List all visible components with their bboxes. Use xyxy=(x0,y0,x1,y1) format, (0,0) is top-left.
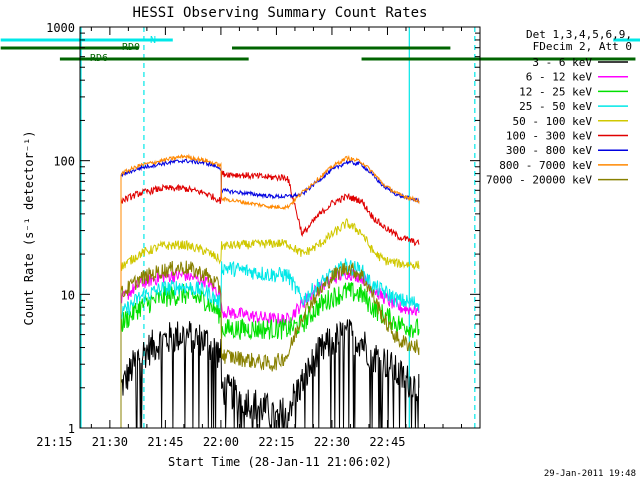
series-line-8 xyxy=(120,260,420,428)
x-tick-label: 22:45 xyxy=(369,435,405,449)
flag-label-n: N xyxy=(150,35,156,46)
y-tick-label: 1 xyxy=(68,422,75,436)
legend-label: 100 - 300 keV xyxy=(506,130,592,143)
series-line-1 xyxy=(120,267,420,428)
x-tick-label: 22:15 xyxy=(258,435,294,449)
legend: Det 1,3,4,5,6,9,FDecim 2, Att 0 3 - 6 keV… xyxy=(486,28,632,187)
legend-label: 6 - 12 keV xyxy=(526,71,593,84)
series-line-3 xyxy=(120,258,420,428)
series-line-0 xyxy=(120,319,420,429)
legend-header: FDecim 2, Att 0 xyxy=(533,40,632,53)
legend-label: 50 - 100 keV xyxy=(513,115,593,128)
x-tick-label: 21:15 xyxy=(36,435,72,449)
x-tick-label: 21:45 xyxy=(147,435,183,449)
x-tick-label: 22:00 xyxy=(203,435,239,449)
legend-label: 7000 - 20000 keV xyxy=(486,174,592,187)
series-line-2 xyxy=(120,282,420,428)
legend-header: Det 1,3,4,5,6,9, xyxy=(526,28,632,41)
axes-group: HESSI Observing Summary Count Rates Star… xyxy=(22,5,636,479)
series-line-7 xyxy=(120,153,420,428)
series-line-4 xyxy=(120,218,420,428)
legend-label: 12 - 25 keV xyxy=(519,85,592,98)
plot-frame xyxy=(79,26,481,429)
x-axis-label: Start Time (28-Jan-11 21:06:02) xyxy=(168,455,392,469)
legend-label: 800 - 7000 keV xyxy=(499,159,592,172)
y-tick-label: 100 xyxy=(53,155,75,169)
y-tick-label: 1000 xyxy=(46,21,75,35)
y-tick-label: 10 xyxy=(61,288,75,302)
plot-area: N RD0 RD6 xyxy=(0,27,640,428)
series-group xyxy=(120,153,420,429)
flag-label-rd6: RD6 xyxy=(90,53,108,64)
y-axis-label: Count Rate (s⁻¹ detector⁻¹) xyxy=(22,130,36,325)
x-tick-label: 22:30 xyxy=(314,435,350,449)
series-line-6 xyxy=(120,158,420,428)
legend-label: 300 - 800 keV xyxy=(506,144,592,157)
flag-label-rd0: RD0 xyxy=(122,42,140,53)
series-line-5 xyxy=(120,170,420,428)
x-tick-label: 21:30 xyxy=(92,435,128,449)
legend-label: 3 - 6 keV xyxy=(532,56,592,69)
footer-timestamp: 29-Jan-2011 19:48 xyxy=(544,469,636,479)
chart-title: HESSI Observing Summary Count Rates xyxy=(132,5,427,21)
legend-label: 25 - 50 keV xyxy=(519,100,592,113)
